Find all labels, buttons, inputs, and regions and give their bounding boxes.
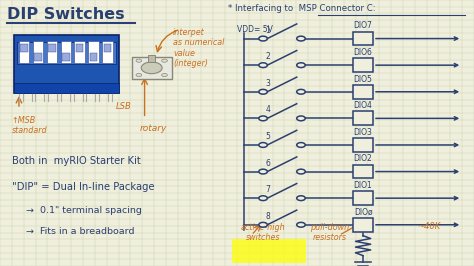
Circle shape xyxy=(297,36,305,41)
Text: 2: 2 xyxy=(265,52,270,61)
Bar xyxy=(47,41,57,63)
Text: 7: 7 xyxy=(265,185,270,194)
Bar xyxy=(62,53,70,61)
Bar xyxy=(353,218,373,232)
Text: 8: 8 xyxy=(265,212,270,221)
Circle shape xyxy=(297,116,305,121)
Bar xyxy=(353,32,373,45)
Text: DIP Switches: DIP Switches xyxy=(7,7,125,22)
Circle shape xyxy=(297,63,305,68)
Text: 3: 3 xyxy=(265,79,270,88)
Text: pull-down
resistors: pull-down resistors xyxy=(310,223,349,242)
Text: →  0.1" terminal spacing: → 0.1" terminal spacing xyxy=(26,206,142,215)
Bar xyxy=(88,41,99,63)
Bar xyxy=(14,35,118,93)
Text: DIO2: DIO2 xyxy=(354,154,373,163)
Bar xyxy=(353,58,373,72)
Bar xyxy=(19,41,29,63)
Text: LSB: LSB xyxy=(116,102,132,111)
Circle shape xyxy=(259,63,267,68)
Text: * Interfacing to  MSP Connector C:: * Interfacing to MSP Connector C: xyxy=(228,4,375,13)
Text: VDD= 5V: VDD= 5V xyxy=(237,25,273,34)
Text: active-high
switches: active-high switches xyxy=(241,223,285,242)
Circle shape xyxy=(297,169,305,174)
Bar xyxy=(61,41,71,63)
Bar xyxy=(20,44,28,52)
Text: DIO6: DIO6 xyxy=(354,48,373,57)
Text: 6: 6 xyxy=(265,159,270,168)
Bar xyxy=(232,239,306,263)
Bar xyxy=(34,53,42,61)
Circle shape xyxy=(259,36,267,41)
Circle shape xyxy=(297,143,305,147)
Circle shape xyxy=(259,169,267,174)
Circle shape xyxy=(297,196,305,201)
Bar xyxy=(33,41,43,63)
Text: ↑MSB
standard: ↑MSB standard xyxy=(12,116,47,135)
Text: interpet
as numerical
value
(integer): interpet as numerical value (integer) xyxy=(173,28,224,68)
Text: DIO7: DIO7 xyxy=(354,21,373,30)
Circle shape xyxy=(259,89,267,94)
Bar xyxy=(90,53,97,61)
Bar xyxy=(14,82,118,93)
Text: DIO5: DIO5 xyxy=(354,74,373,84)
Circle shape xyxy=(162,73,167,77)
Bar xyxy=(353,111,373,125)
Bar xyxy=(17,41,116,64)
Circle shape xyxy=(136,73,142,77)
Text: "DIP" = Dual In-line Package: "DIP" = Dual In-line Package xyxy=(12,182,155,192)
Circle shape xyxy=(259,116,267,121)
Bar xyxy=(132,57,172,79)
Text: ~40K: ~40K xyxy=(417,222,441,231)
Text: DIO3: DIO3 xyxy=(354,128,373,137)
Bar xyxy=(353,85,373,99)
Bar xyxy=(104,44,111,52)
Text: Both in  myRIO Starter Kit: Both in myRIO Starter Kit xyxy=(12,156,141,166)
Bar xyxy=(48,44,56,52)
Bar xyxy=(353,165,373,178)
Circle shape xyxy=(297,89,305,94)
Bar xyxy=(148,55,155,62)
Circle shape xyxy=(297,222,305,227)
Text: rotary: rotary xyxy=(140,124,167,133)
Text: 5: 5 xyxy=(265,132,270,141)
Circle shape xyxy=(162,59,167,62)
Circle shape xyxy=(136,59,142,62)
Bar xyxy=(76,44,83,52)
Text: 4: 4 xyxy=(265,105,270,114)
Circle shape xyxy=(259,222,267,227)
Circle shape xyxy=(259,143,267,147)
Bar xyxy=(102,41,113,63)
Circle shape xyxy=(141,62,162,74)
Text: DIOø: DIOø xyxy=(354,207,373,217)
Text: 1: 1 xyxy=(265,26,270,35)
Text: DIO4: DIO4 xyxy=(354,101,373,110)
Bar xyxy=(353,138,373,152)
Bar xyxy=(74,41,85,63)
Circle shape xyxy=(259,196,267,201)
Text: DIO1: DIO1 xyxy=(354,181,373,190)
Bar xyxy=(353,191,373,205)
Text: →  Fits in a breadboard: → Fits in a breadboard xyxy=(26,227,135,236)
